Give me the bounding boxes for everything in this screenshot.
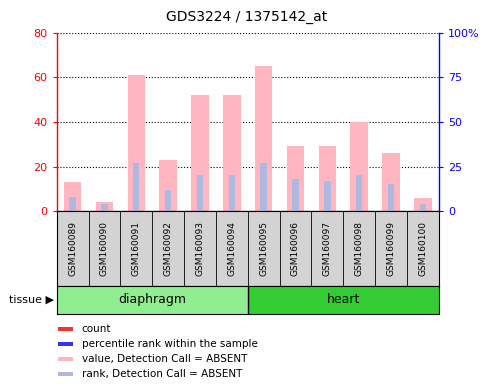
Text: tissue ▶: tissue ▶ xyxy=(9,295,54,305)
Text: count: count xyxy=(82,324,111,334)
Text: rank, Detection Call = ABSENT: rank, Detection Call = ABSENT xyxy=(82,369,242,379)
Bar xyxy=(197,175,203,211)
Bar xyxy=(101,204,107,211)
Text: GSM160092: GSM160092 xyxy=(164,221,173,276)
Text: diaphragm: diaphragm xyxy=(118,293,186,306)
Text: GSM160095: GSM160095 xyxy=(259,221,268,276)
Bar xyxy=(292,179,299,211)
Bar xyxy=(260,163,267,211)
Text: GSM160098: GSM160098 xyxy=(354,221,364,276)
Bar xyxy=(229,175,235,211)
Bar xyxy=(382,153,400,211)
Bar xyxy=(64,182,81,211)
Bar xyxy=(58,327,73,331)
Bar xyxy=(388,184,394,211)
Bar xyxy=(318,146,336,211)
Bar xyxy=(58,357,73,361)
Text: GSM160099: GSM160099 xyxy=(387,221,395,276)
Text: GDS3224 / 1375142_at: GDS3224 / 1375142_at xyxy=(166,10,327,23)
Bar xyxy=(58,342,73,346)
Bar xyxy=(324,181,330,211)
Text: heart: heart xyxy=(326,293,360,306)
Text: percentile rank within the sample: percentile rank within the sample xyxy=(82,339,258,349)
Bar xyxy=(255,66,273,211)
Text: GSM160090: GSM160090 xyxy=(100,221,109,276)
Text: GSM160093: GSM160093 xyxy=(195,221,205,276)
Bar xyxy=(70,197,76,211)
Bar xyxy=(133,163,140,211)
Bar xyxy=(287,146,304,211)
Bar xyxy=(420,204,426,211)
Bar xyxy=(57,286,247,314)
Text: GSM160097: GSM160097 xyxy=(323,221,332,276)
Text: GSM160100: GSM160100 xyxy=(419,221,427,276)
Text: GSM160094: GSM160094 xyxy=(227,221,236,276)
Text: value, Detection Call = ABSENT: value, Detection Call = ABSENT xyxy=(82,354,247,364)
Bar xyxy=(356,175,362,211)
Bar xyxy=(191,95,209,211)
Bar xyxy=(96,202,113,211)
Text: GSM160089: GSM160089 xyxy=(68,221,77,276)
Bar xyxy=(351,122,368,211)
Bar xyxy=(128,75,145,211)
Bar xyxy=(165,190,171,211)
Bar xyxy=(414,198,431,211)
Text: GSM160091: GSM160091 xyxy=(132,221,141,276)
Text: GSM160096: GSM160096 xyxy=(291,221,300,276)
Bar xyxy=(247,286,439,314)
Bar xyxy=(223,95,241,211)
Bar xyxy=(159,160,177,211)
Bar xyxy=(58,372,73,376)
